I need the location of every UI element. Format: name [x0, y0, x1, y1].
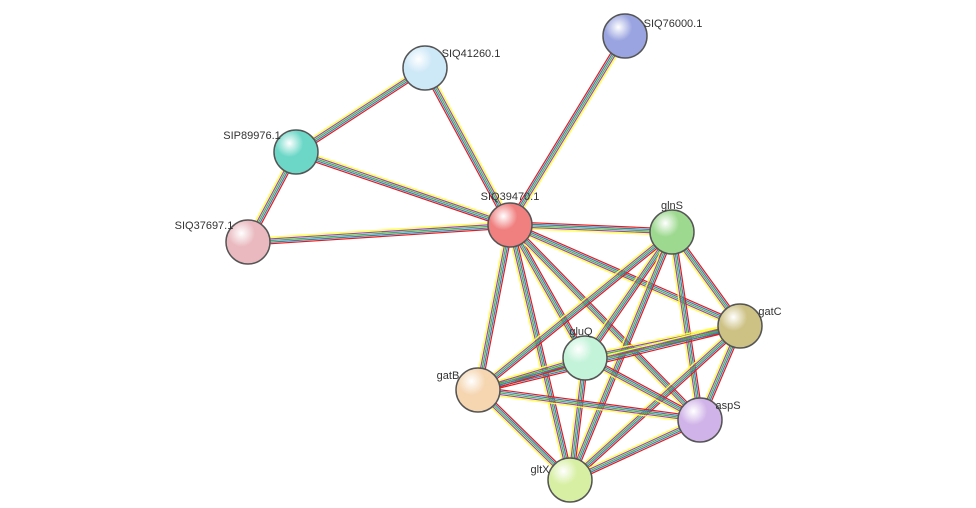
- network-edge: [295, 67, 424, 151]
- network-edge: [675, 232, 703, 420]
- network-node[interactable]: [548, 458, 592, 502]
- edges-group: [245, 34, 743, 483]
- network-node[interactable]: [678, 398, 722, 442]
- network-edge: [512, 225, 572, 480]
- network-edge: [248, 225, 510, 242]
- network-node[interactable]: [650, 210, 694, 254]
- network-edge: [511, 37, 626, 226]
- network-edge: [509, 35, 624, 224]
- network-edge: [298, 71, 427, 155]
- network-edge: [510, 36, 625, 225]
- network-node[interactable]: [274, 130, 318, 174]
- network-node[interactable]: [603, 14, 647, 58]
- network-edge: [297, 69, 426, 153]
- nodes-group: [226, 14, 762, 502]
- network-edge: [475, 224, 507, 389]
- network-edge: [294, 65, 423, 149]
- network-edge: [424, 69, 509, 226]
- network-edge: [480, 225, 512, 390]
- network-edge: [296, 68, 425, 152]
- network-node[interactable]: [718, 304, 762, 348]
- network-node[interactable]: [488, 203, 532, 247]
- network-canvas: SIQ76000.1SIQ41260.1SIP89976.1SIQ37697.1…: [0, 0, 976, 508]
- network-edge: [507, 34, 622, 223]
- network-node[interactable]: [456, 368, 500, 412]
- network-node[interactable]: [226, 220, 270, 264]
- network-node[interactable]: [563, 336, 607, 380]
- network-edge: [248, 223, 510, 240]
- network-edge: [511, 222, 741, 323]
- network-svg: [0, 0, 976, 508]
- network-edge: [510, 225, 672, 232]
- network-edge: [508, 225, 568, 480]
- network-edge: [513, 38, 628, 227]
- network-node[interactable]: [403, 46, 447, 90]
- network-edge: [248, 227, 510, 244]
- network-edge: [297, 150, 511, 223]
